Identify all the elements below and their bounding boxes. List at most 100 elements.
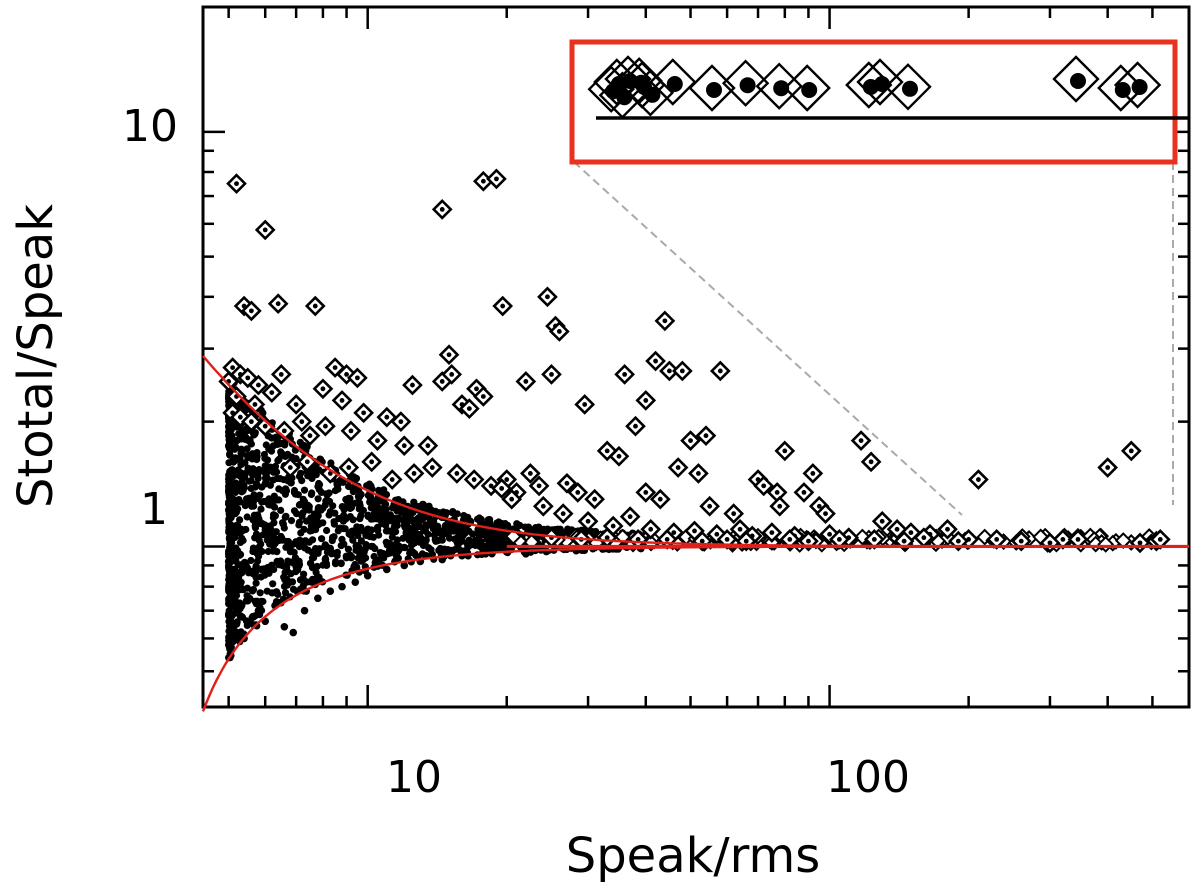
diamond-center-dot (307, 433, 313, 439)
inset-diamond (856, 58, 904, 106)
cloud-point (252, 563, 260, 571)
cloud-point (371, 545, 379, 553)
inset-dot (644, 86, 661, 103)
diamond-center-dot (401, 443, 407, 449)
cloud-point (323, 561, 331, 570)
diamond-center-dot (527, 471, 533, 476)
diamond-point (753, 475, 775, 497)
dot-point (363, 571, 372, 580)
diamond-center-dot (466, 406, 472, 412)
diamond-center-dot (976, 477, 981, 482)
inset-point (884, 63, 932, 111)
diamond-point (304, 295, 326, 317)
diamond-point (273, 420, 295, 442)
cloud-point (225, 535, 233, 543)
diamond-center-dot (827, 531, 832, 537)
cloud-point (247, 477, 255, 485)
cloud-point (236, 538, 245, 547)
cloud-point (266, 522, 274, 530)
cloud-point (308, 489, 316, 497)
diamond-point (402, 374, 423, 396)
cloud-point (225, 550, 233, 558)
diamond-center-dot (671, 530, 677, 535)
diamond-center-dot (299, 419, 305, 425)
cloud-point (242, 427, 250, 435)
cloud-point (297, 469, 305, 477)
diamond-point (793, 482, 815, 503)
cloud-point (365, 480, 374, 488)
cloud-point (311, 545, 320, 553)
cloud-point (264, 456, 272, 464)
diamond-center-dot (627, 514, 633, 520)
diamond-point (567, 482, 589, 503)
diamond-center-dot (410, 382, 415, 388)
diamond-center-dot (801, 490, 807, 495)
cloud-point (346, 513, 354, 521)
diamond-center-dot (545, 294, 550, 300)
diamond-center-dot (908, 530, 914, 535)
diamond-center-dot (787, 536, 793, 542)
cloud-point (282, 512, 290, 520)
cloud-point (236, 472, 245, 480)
diamond-point (577, 510, 599, 532)
diamond-point (649, 488, 671, 510)
diamond-center-dot (643, 490, 649, 495)
cloud-point (284, 557, 292, 565)
diamond-point (241, 300, 262, 322)
diamond-center-dot (523, 379, 529, 384)
diamond-point (695, 425, 717, 447)
diamond-center-dot (287, 465, 293, 470)
cloud-point (259, 597, 267, 606)
diamond-center-dot (429, 465, 435, 470)
diamond-point (319, 463, 341, 484)
cloud-point (226, 589, 234, 597)
cloud-point (249, 585, 258, 594)
cloud-point (275, 485, 283, 493)
cloud-point (269, 442, 277, 450)
diamond-center-dot (717, 368, 723, 374)
cloud-point (351, 560, 359, 569)
cloud-point (277, 557, 285, 565)
diamond-point (654, 310, 676, 332)
dot-point (338, 582, 346, 591)
cloud-point (370, 552, 378, 561)
diamond-point (520, 463, 541, 484)
diamond-center-dot (737, 526, 743, 532)
diamond-center-dot (782, 448, 788, 454)
diamond-point (532, 495, 554, 517)
cloud-point (330, 533, 338, 541)
diamond-center-dot (858, 438, 864, 444)
cloud-point (393, 507, 401, 515)
diamond-point (285, 394, 307, 415)
diamond-center-dot (494, 176, 499, 182)
diamond-center-dot (234, 181, 239, 187)
diamond-point (635, 482, 657, 503)
cloud-point (432, 537, 440, 545)
diamond-point (353, 402, 374, 424)
diamond-center-dot (1018, 538, 1024, 544)
diamond-center-dot (354, 375, 360, 381)
diamond-point (244, 394, 266, 415)
cloud-point (326, 544, 334, 553)
diamond-point (1120, 440, 1142, 462)
diamond-center-dot (761, 483, 767, 489)
y-axis-label: Stotal/Speak (8, 204, 64, 508)
cloud-point (535, 526, 544, 535)
cloud-point (306, 470, 315, 478)
cloud-point (236, 516, 244, 524)
cloud-point (261, 480, 269, 488)
inset-dot (773, 80, 790, 97)
x-tick-label-100: 100 (826, 752, 910, 803)
diamond-center-dot (389, 477, 395, 482)
diamond-point (347, 367, 368, 389)
cloud-point (475, 531, 483, 539)
cloud-point (463, 516, 471, 524)
cloud-point (225, 515, 233, 523)
diamond-center-dot (696, 471, 701, 476)
cloud-point (400, 522, 409, 530)
diamond-center-dot (666, 368, 672, 374)
diamond-center-dot (894, 526, 900, 532)
diamond-point (390, 411, 412, 432)
diamond-center-dot (536, 483, 542, 489)
diamond-center-dot (449, 371, 455, 377)
